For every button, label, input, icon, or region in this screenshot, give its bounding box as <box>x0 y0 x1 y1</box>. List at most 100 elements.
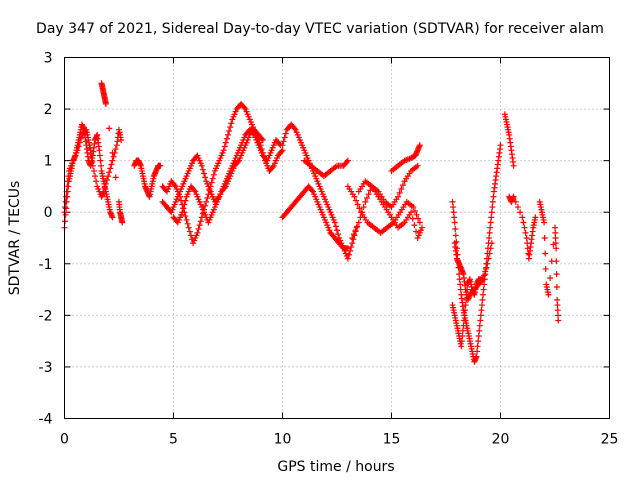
data-point <box>227 124 234 131</box>
chart-title: Day 347 of 2021, Sidereal Day-to-day VTE… <box>36 21 604 37</box>
data-point <box>183 216 190 223</box>
data-point <box>489 204 496 211</box>
data-point <box>291 125 298 132</box>
data-point <box>474 348 481 355</box>
data-point <box>523 235 530 241</box>
data-point <box>109 157 116 164</box>
data-point <box>541 235 548 241</box>
data-point <box>410 204 417 211</box>
data-point <box>462 307 469 314</box>
data-point <box>258 135 265 142</box>
data-point <box>260 153 267 160</box>
data-point <box>279 142 286 149</box>
data-point <box>187 232 194 239</box>
data-point <box>258 146 265 153</box>
data-point <box>461 312 468 319</box>
data-point <box>462 302 469 309</box>
data-point <box>553 245 560 252</box>
data-point <box>201 170 208 177</box>
data-point <box>278 148 285 155</box>
data-point <box>398 186 405 193</box>
data-point <box>112 174 119 181</box>
data-point <box>234 158 241 165</box>
data-point <box>478 277 485 284</box>
data-point <box>478 302 485 309</box>
data-point <box>209 175 216 182</box>
data-point <box>480 276 487 283</box>
data-point <box>64 178 71 185</box>
data-point <box>182 213 189 220</box>
data-point <box>460 322 467 329</box>
data-point <box>488 209 495 216</box>
data-point <box>413 228 420 235</box>
data-point <box>282 130 289 137</box>
y-tick-label: 3 <box>44 51 53 67</box>
data-point <box>360 204 367 211</box>
data-point <box>186 228 193 235</box>
data-point <box>349 235 356 241</box>
data-point <box>521 224 528 231</box>
data-point <box>396 189 403 196</box>
data-point <box>416 219 423 226</box>
data-point <box>344 245 351 252</box>
data-point <box>281 134 288 141</box>
data-point <box>191 187 198 194</box>
data-point <box>352 227 359 234</box>
data-point <box>419 224 426 231</box>
data-point <box>109 149 116 156</box>
data-point <box>181 201 188 208</box>
data-point <box>486 235 493 241</box>
data-point <box>96 147 103 154</box>
series-track-m <box>355 178 426 241</box>
data-point <box>221 184 228 191</box>
data-point <box>93 178 100 185</box>
data-point <box>489 198 496 205</box>
data-point <box>105 173 112 180</box>
data-point <box>474 343 481 350</box>
x-tick-label: 20 <box>492 432 510 448</box>
data-point <box>62 198 69 205</box>
data-point <box>399 182 406 189</box>
data-point <box>367 187 374 194</box>
data-point <box>257 142 264 149</box>
data-point <box>203 198 210 205</box>
data-point <box>547 274 554 281</box>
data-point <box>101 184 108 191</box>
y-tick-label: 1 <box>44 154 53 170</box>
plot-frame <box>64 57 610 419</box>
y-tick-label: -1 <box>39 257 53 273</box>
data-point <box>90 167 97 174</box>
data-point <box>195 225 202 232</box>
data-point <box>542 265 549 272</box>
data-point <box>180 205 187 212</box>
x-tick-label: 0 <box>60 432 69 448</box>
data-point <box>411 222 418 229</box>
data-point <box>359 209 366 216</box>
x-tick-label: 25 <box>601 432 619 448</box>
data-point <box>415 215 422 222</box>
data-point <box>485 255 492 262</box>
series-track-t <box>536 198 562 324</box>
data-point <box>185 224 192 231</box>
y-tick-label: -4 <box>39 412 53 428</box>
y-tick-label: -2 <box>39 308 53 324</box>
data-point <box>107 165 114 172</box>
data-point <box>554 307 561 314</box>
data-point <box>75 143 82 150</box>
data-point <box>349 240 356 247</box>
data-point <box>460 317 467 324</box>
data-point <box>228 120 235 127</box>
data-point <box>252 130 259 137</box>
data-point <box>351 193 358 200</box>
data-point <box>456 276 463 283</box>
data-point <box>519 214 526 221</box>
data-point <box>343 158 350 165</box>
data-point <box>487 219 494 226</box>
data-point <box>112 146 119 153</box>
data-point <box>451 214 458 221</box>
data-point <box>552 235 559 241</box>
data-point <box>171 182 178 189</box>
data-point <box>487 224 494 231</box>
series-track-f <box>159 126 284 216</box>
data-point <box>64 183 71 190</box>
